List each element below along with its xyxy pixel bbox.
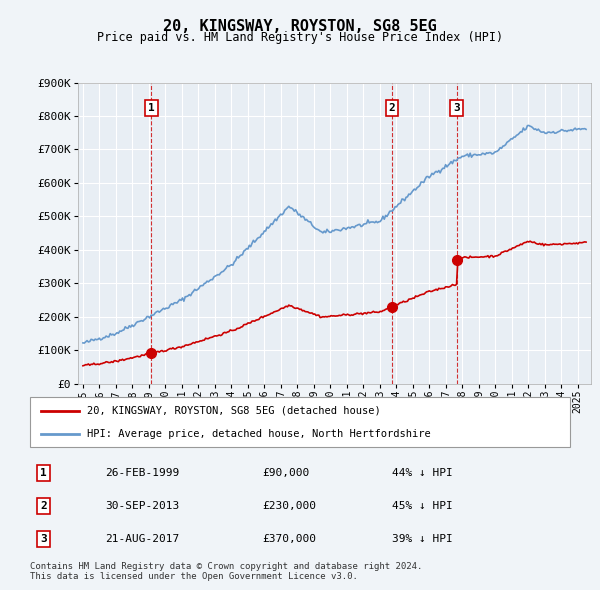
Text: 44% ↓ HPI: 44% ↓ HPI: [392, 468, 452, 478]
Text: 2: 2: [40, 501, 47, 511]
Text: £90,000: £90,000: [262, 468, 310, 478]
Text: 3: 3: [453, 103, 460, 113]
Text: Price paid vs. HM Land Registry's House Price Index (HPI): Price paid vs. HM Land Registry's House …: [97, 31, 503, 44]
Text: 3: 3: [40, 534, 47, 544]
Text: HPI: Average price, detached house, North Hertfordshire: HPI: Average price, detached house, Nort…: [86, 429, 430, 439]
Text: 39% ↓ HPI: 39% ↓ HPI: [392, 534, 452, 544]
Text: 1: 1: [40, 468, 47, 478]
Text: 20, KINGSWAY, ROYSTON, SG8 5EG (detached house): 20, KINGSWAY, ROYSTON, SG8 5EG (detached…: [86, 405, 380, 415]
Text: 30-SEP-2013: 30-SEP-2013: [106, 501, 180, 511]
Text: 21-AUG-2017: 21-AUG-2017: [106, 534, 180, 544]
Text: £370,000: £370,000: [262, 534, 316, 544]
Text: 1: 1: [148, 103, 155, 113]
Text: 26-FEB-1999: 26-FEB-1999: [106, 468, 180, 478]
Text: Contains HM Land Registry data © Crown copyright and database right 2024.: Contains HM Land Registry data © Crown c…: [30, 562, 422, 571]
Text: 45% ↓ HPI: 45% ↓ HPI: [392, 501, 452, 511]
Text: £230,000: £230,000: [262, 501, 316, 511]
Text: 20, KINGSWAY, ROYSTON, SG8 5EG: 20, KINGSWAY, ROYSTON, SG8 5EG: [163, 19, 437, 34]
Text: This data is licensed under the Open Government Licence v3.0.: This data is licensed under the Open Gov…: [30, 572, 358, 581]
Text: 2: 2: [389, 103, 395, 113]
